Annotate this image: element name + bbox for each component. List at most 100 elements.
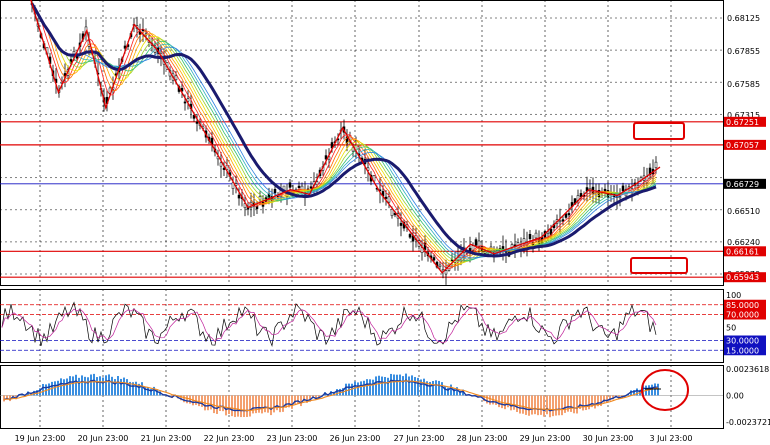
macd-bar xyxy=(147,387,149,395)
macd-bar xyxy=(72,376,74,395)
level-tag-text: 0.66161 xyxy=(726,247,759,256)
macd-bar xyxy=(381,377,383,396)
macd-bar xyxy=(240,395,242,417)
macd-pane xyxy=(0,374,723,418)
macd-bar xyxy=(387,378,389,396)
candle-body xyxy=(619,197,621,198)
macd-bar xyxy=(87,377,89,395)
macd-bar xyxy=(507,395,509,407)
x-tick-label: 29 Jun 23:00 xyxy=(520,434,571,443)
macd-bar xyxy=(360,381,362,395)
x-tick-label: 22 Jun 23:00 xyxy=(204,434,255,443)
x-tick-label: 23 Jun 23:00 xyxy=(267,434,318,443)
macd-bar xyxy=(198,395,200,406)
macd-bar xyxy=(570,395,572,411)
x-tick-label: 30 Jun 23:00 xyxy=(583,434,634,443)
macd-bar xyxy=(534,395,536,414)
macd-bar xyxy=(546,395,548,414)
candle-body xyxy=(184,102,186,103)
macd-bar xyxy=(255,395,257,413)
level-tag-text: 0.67251 xyxy=(726,118,759,127)
macd-bar xyxy=(525,395,527,414)
candle-body xyxy=(400,223,402,225)
macd-bar xyxy=(75,375,77,396)
macd-bar xyxy=(606,395,608,402)
macd-bar xyxy=(543,395,545,416)
x-tick-label: 27 Jun 23:00 xyxy=(394,434,445,443)
macd-bar xyxy=(3,395,5,401)
macd-bar xyxy=(432,381,434,395)
macd-bar xyxy=(576,395,578,413)
macd-bar xyxy=(246,395,248,417)
x-tick-label: 21 Jun 23:00 xyxy=(141,434,192,443)
candle-body xyxy=(220,163,222,166)
macd-bar xyxy=(279,395,281,412)
x-tick-label: 20 Jun 23:00 xyxy=(78,434,129,443)
macd-bar xyxy=(414,377,416,395)
macd-bar xyxy=(99,376,101,395)
stoch-k-line xyxy=(2,303,656,346)
candle-body xyxy=(535,233,537,238)
candle-body xyxy=(655,162,657,168)
stoch-tick-label: 30.0000 xyxy=(726,337,759,346)
target-box-upper xyxy=(634,123,684,139)
macd-bar xyxy=(291,395,293,408)
macd-bar xyxy=(120,379,122,395)
candle-body xyxy=(175,76,177,80)
macd-bar xyxy=(540,395,542,414)
candle-body xyxy=(196,122,198,124)
macd-bar xyxy=(396,375,398,396)
macd-bar xyxy=(108,374,110,395)
macd-bar xyxy=(552,395,554,416)
macd-bar xyxy=(207,395,209,410)
candle-body xyxy=(391,209,393,215)
target-box-lower xyxy=(631,258,687,273)
candle-body xyxy=(604,189,606,191)
candle-body xyxy=(409,234,411,237)
macd-bar xyxy=(114,379,116,395)
macd-bar xyxy=(486,395,488,403)
candle-body xyxy=(529,234,531,238)
stoch-tick-label: 50 xyxy=(726,324,736,333)
macd-bar xyxy=(117,376,119,395)
price-tick-label: 0.67585 xyxy=(727,80,760,89)
macd-bar xyxy=(588,395,590,409)
x-tick-label: 28 Jun 23:00 xyxy=(457,434,508,443)
macd-bar xyxy=(585,395,587,410)
macd-bar xyxy=(60,378,62,395)
macd-bar xyxy=(219,395,221,411)
level-lines xyxy=(0,122,723,277)
stoch-tick-label: 100 xyxy=(726,291,741,300)
macd-bar xyxy=(249,395,251,416)
macd-bar xyxy=(54,381,56,395)
price-tick-label: 0.66240 xyxy=(727,238,760,247)
stochastic-pane xyxy=(0,303,723,351)
axis-background xyxy=(724,0,770,445)
macd-bar xyxy=(210,395,212,409)
macd-bar xyxy=(423,379,425,396)
macd-bar xyxy=(234,395,236,417)
macd-bar xyxy=(369,379,371,395)
pane-border-1 xyxy=(1,290,724,363)
macd-bar xyxy=(450,385,452,396)
price-tick-label: 0.67855 xyxy=(727,47,760,56)
x-tick-label: 3 Jul 23:00 xyxy=(650,434,693,443)
macd-bar xyxy=(243,395,245,417)
macd-bar xyxy=(195,395,197,404)
candles xyxy=(31,0,657,285)
price-tick-label: 0.68125 xyxy=(727,14,760,23)
macd-bar xyxy=(510,395,512,410)
macd-bar xyxy=(66,378,68,395)
macd-bar xyxy=(537,395,539,415)
macd-tick-label: 0.00 xyxy=(726,391,744,400)
macd-bar xyxy=(111,377,113,396)
macd-bar xyxy=(378,376,380,396)
macd-bar xyxy=(555,395,557,415)
macd-bar xyxy=(78,378,80,396)
macd-bar xyxy=(558,395,560,415)
macd-tick-label: -0.0023721 xyxy=(726,418,770,427)
candle-body xyxy=(388,197,390,202)
annotations xyxy=(631,123,688,410)
macd-bar xyxy=(216,395,218,414)
